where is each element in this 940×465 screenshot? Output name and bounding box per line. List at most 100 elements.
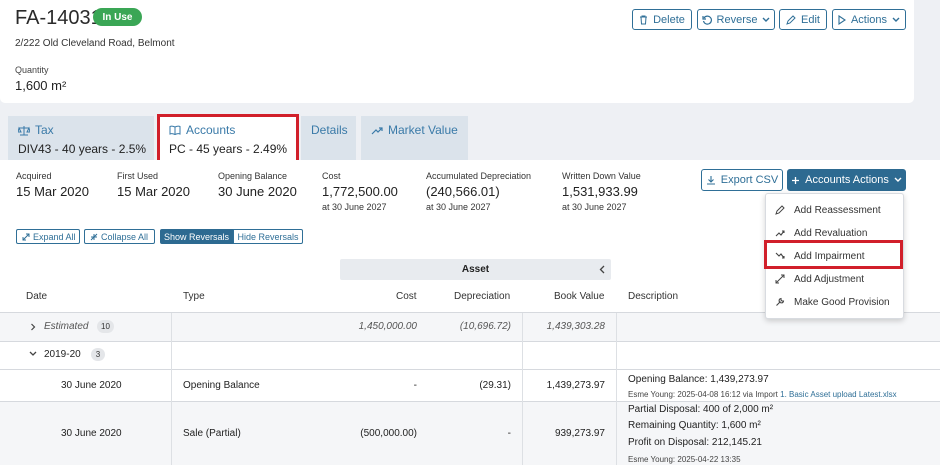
trend-down-icon bbox=[775, 252, 785, 260]
resize-icon bbox=[775, 274, 785, 284]
collapse-all-button[interactable]: Collapse All bbox=[84, 229, 155, 244]
row-type: Opening Balance bbox=[183, 380, 260, 391]
column-header-cost[interactable]: Cost bbox=[396, 291, 417, 302]
menu-item-add-reassessment[interactable]: Add Reassessment bbox=[775, 202, 881, 218]
menu-item-add-adjustment[interactable]: Add Adjustment bbox=[775, 271, 864, 287]
actions-button[interactable]: Actions bbox=[832, 9, 906, 30]
menu-item-add-impairment[interactable]: Add Impairment bbox=[775, 248, 865, 264]
written-down-value-label: Written Down Value bbox=[562, 171, 641, 181]
written-down-value-subtext: at 30 June 2027 bbox=[562, 202, 627, 212]
tab-details-label: Details bbox=[311, 123, 348, 137]
column-header-depreciation[interactable]: Depreciation bbox=[454, 291, 511, 302]
chevron-left-icon[interactable] bbox=[599, 265, 605, 274]
edit-label: Edit bbox=[801, 13, 820, 26]
menu-item-label: Make Good Provision bbox=[794, 296, 890, 308]
accumulated-depreciation-value: (240,566.01) bbox=[426, 184, 500, 199]
estimated-label: Estimated bbox=[44, 321, 89, 332]
column-header-description[interactable]: Description bbox=[628, 291, 679, 302]
export-csv-button[interactable]: Export CSV bbox=[701, 169, 783, 191]
delete-label: Delete bbox=[653, 13, 685, 26]
row-depreciation: - bbox=[507, 428, 511, 439]
accumulated-depreciation-label: Accumulated Depreciation bbox=[426, 171, 532, 181]
tab-market-value[interactable]: Market Value bbox=[361, 116, 468, 160]
collapse-icon bbox=[90, 233, 98, 241]
menu-item-label: Add Reassessment bbox=[794, 204, 881, 216]
download-icon bbox=[706, 175, 716, 185]
row-cost: - bbox=[413, 380, 417, 391]
menu-item-label: Add Adjustment bbox=[794, 273, 865, 285]
quantity-label: Quantity bbox=[15, 65, 49, 75]
row-divider bbox=[0, 341, 940, 342]
menu-item-make-good-provision[interactable]: Make Good Provision bbox=[775, 294, 890, 310]
first-used-label: First Used bbox=[117, 171, 159, 181]
row-book-value: 939,273.97 bbox=[554, 428, 605, 439]
column-separator bbox=[522, 313, 523, 465]
cost-label: Cost bbox=[322, 171, 341, 181]
tab-tax-label: Tax bbox=[35, 123, 54, 137]
expand-all-button[interactable]: Expand All bbox=[16, 229, 80, 244]
asset-address: 2/222 Old Cleveland Road, Belmont bbox=[15, 38, 175, 49]
asset-id: FA-14031 bbox=[15, 7, 102, 29]
hide-reversals-toggle[interactable]: Hide Reversals bbox=[233, 229, 303, 244]
chevron-down-icon bbox=[762, 17, 770, 23]
export-csv-label: Export CSV bbox=[720, 174, 779, 186]
header-divider bbox=[0, 312, 940, 313]
asset-column-group: Asset bbox=[340, 259, 611, 280]
column-header-book-value[interactable]: Book Value bbox=[554, 291, 605, 302]
chevron-down-icon[interactable] bbox=[29, 351, 37, 357]
opening-balance-label: Opening Balance bbox=[218, 171, 288, 181]
cost-subtext: at 30 June 2027 bbox=[322, 202, 387, 212]
trend-up-icon bbox=[775, 229, 785, 237]
delete-button[interactable]: Delete bbox=[632, 9, 692, 30]
expand-icon bbox=[22, 233, 30, 241]
table-row-sale[interactable] bbox=[0, 402, 940, 465]
undo-icon bbox=[701, 15, 712, 25]
accounts-actions-menu: Add Reassessment Add Revaluation Add Imp… bbox=[765, 193, 904, 319]
row-date: 30 June 2020 bbox=[61, 380, 122, 391]
import-file-link[interactable]: 1. Basic Asset upload Latest.xlsx bbox=[780, 390, 897, 399]
chevron-down-icon bbox=[894, 177, 902, 183]
trend-up-icon bbox=[371, 126, 383, 135]
accounts-actions-label: Accounts Actions bbox=[805, 174, 889, 186]
accounts-actions-button[interactable]: Accounts Actions bbox=[787, 169, 906, 191]
estimated-cost: 1,450,000.00 bbox=[358, 321, 417, 332]
opening-balance-value: 30 June 2020 bbox=[218, 184, 297, 199]
cost-value: 1,772,500.00 bbox=[322, 184, 398, 199]
chevron-right-icon[interactable] bbox=[30, 323, 36, 331]
pencil-icon bbox=[775, 205, 785, 215]
pencil-icon bbox=[786, 14, 796, 25]
row-divider bbox=[0, 401, 940, 402]
column-header-type[interactable]: Type bbox=[183, 291, 205, 302]
tab-market-value-label: Market Value bbox=[388, 123, 458, 137]
acquired-value: 15 Mar 2020 bbox=[16, 184, 89, 199]
tab-details[interactable]: Details bbox=[301, 116, 356, 160]
quantity-value: 1,600 m² bbox=[15, 78, 67, 93]
tab-accounts-subtitle: PC - 45 years - 2.49% bbox=[169, 142, 288, 156]
row-description-line: Profit on Disposal: 212,145.21 bbox=[628, 437, 762, 448]
expand-all-label: Expand All bbox=[33, 231, 76, 242]
reverse-button[interactable]: Reverse bbox=[697, 9, 775, 30]
row-description-meta: Esme Young: 2025-04-22 13:35 bbox=[628, 455, 741, 464]
row-description-meta: Esme Young: 2025-04-08 16:12 via Import … bbox=[628, 390, 897, 399]
row-divider bbox=[0, 369, 940, 370]
tab-tax[interactable]: Tax DIV43 - 40 years - 2.5% bbox=[8, 116, 154, 160]
tab-accounts[interactable]: Accounts PC - 45 years - 2.49% bbox=[159, 116, 298, 160]
row-cost: (500,000.00) bbox=[360, 428, 417, 439]
column-header-date[interactable]: Date bbox=[26, 291, 48, 302]
year-group-count-badge: 3 bbox=[91, 348, 105, 361]
menu-item-label: Add Revaluation bbox=[794, 227, 868, 239]
collapse-all-label: Collapse All bbox=[101, 231, 149, 242]
edit-button[interactable]: Edit bbox=[779, 9, 827, 30]
estimated-count-badge: 10 bbox=[97, 320, 114, 333]
row-description: Opening Balance: 1,439,273.97 bbox=[628, 374, 769, 385]
column-separator bbox=[171, 313, 172, 465]
row-audit-text: Esme Young: 2025-04-08 16:12 via Import bbox=[628, 390, 778, 399]
tab-tax-subtitle: DIV43 - 40 years - 2.5% bbox=[18, 142, 147, 156]
show-reversals-toggle[interactable]: Show Reversals bbox=[160, 229, 233, 244]
menu-item-add-revaluation[interactable]: Add Revaluation bbox=[775, 225, 867, 241]
row-date: 30 June 2020 bbox=[61, 428, 122, 439]
book-open-icon bbox=[169, 125, 181, 135]
year-group-label[interactable]: 2019-20 bbox=[44, 349, 81, 360]
row-description-line: Partial Disposal: 400 of 2,000 m² bbox=[628, 404, 774, 415]
tab-accounts-label: Accounts bbox=[186, 123, 236, 137]
